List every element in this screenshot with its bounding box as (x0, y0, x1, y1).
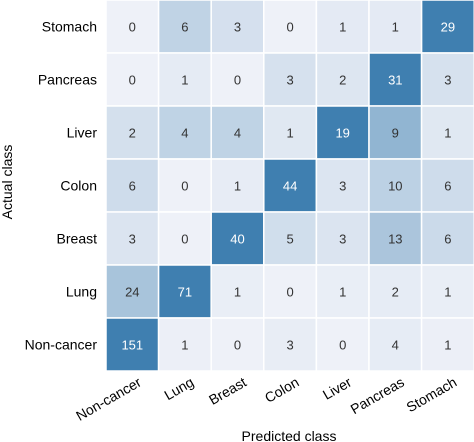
cell-value-label: 19 (335, 126, 349, 141)
x-tick-label: Pancreas (348, 374, 407, 417)
heatmap-cell (105, 211, 160, 266)
heatmap-cell (368, 317, 423, 372)
cell-value-label: 0 (339, 338, 346, 353)
heatmap-cell (210, 0, 265, 54)
cell-value-label: 1 (339, 285, 346, 300)
heatmap-cell (315, 317, 370, 372)
heatmap-cell (315, 0, 370, 54)
heatmap-cell (315, 52, 370, 107)
heatmap-cell (263, 211, 318, 266)
heatmap-cell (157, 0, 212, 54)
cell-value-label: 2 (129, 126, 136, 141)
heatmap-cell (263, 0, 318, 54)
cell-value-label: 40 (230, 232, 244, 247)
cell-value-label: 1 (234, 285, 241, 300)
cell-value-label: 4 (234, 126, 241, 141)
y-tick-label: Stomach (42, 19, 97, 35)
cell-value-label: 71 (178, 285, 192, 300)
heatmap-cell (105, 317, 160, 372)
cell-value-label: 10 (388, 179, 402, 194)
cell-value-label: 6 (444, 232, 451, 247)
cell-value-label: 44 (283, 179, 297, 194)
cell-value-label: 0 (234, 73, 241, 88)
x-tick-label: Colon (262, 374, 302, 406)
cell-value-label: 3 (286, 338, 293, 353)
heatmap-cell (420, 211, 474, 266)
x-tick-label: Lung (161, 374, 196, 403)
x-axis-title: Predicted class (242, 428, 337, 442)
cell-value-label: 1 (444, 126, 451, 141)
heatmap-cell (157, 105, 212, 160)
heatmap-cell (368, 0, 423, 54)
x-tick-label: Liver (320, 374, 355, 403)
cell-value-label: 0 (286, 20, 293, 35)
y-tick-label: Colon (60, 178, 97, 194)
heatmap-cell (263, 158, 318, 213)
heatmap-cell (263, 264, 318, 319)
cell-value-label: 1 (444, 338, 451, 353)
y-tick-label: Breast (57, 231, 98, 247)
x-tick-label: Stomach (404, 374, 460, 415)
x-tick-labels: Non-cancer Lung Breast Colon LiverPancreasSt… (73, 374, 459, 424)
cell-value-label: 1 (339, 20, 346, 35)
cell-value-label: 31 (388, 73, 402, 88)
y-tick-label: Non-cancer (25, 337, 98, 353)
cell-value-label: 29 (441, 20, 455, 35)
cell-value-label: 1 (181, 73, 188, 88)
heatmap-cells: 0 6 3 0 1 1 290 1 0 3 2 31 32 4 4 1 19 9 16 0 1 44 3 10 63 0 40 5 3 1… (105, 0, 474, 372)
y-tick-labels: Stomach Pancreas Liver Colon Breast Lung Non-c… (25, 19, 98, 353)
cell-value-label: 0 (234, 338, 241, 353)
cell-value-label: 6 (181, 20, 188, 35)
heatmap-cell (210, 105, 265, 160)
cell-value-label: 1 (392, 20, 399, 35)
cell-value-label: 2 (392, 285, 399, 300)
y-tick-label: Lung (66, 284, 97, 300)
heatmap-cell (157, 211, 212, 266)
cell-value-label: 24 (125, 285, 139, 300)
cell-value-label: 0 (286, 285, 293, 300)
cell-value-label: 3 (444, 73, 451, 88)
heatmap-cell (263, 105, 318, 160)
cell-value-label: 1 (234, 179, 241, 194)
cell-value-label: 3 (339, 232, 346, 247)
cell-value-label: 5 (286, 232, 293, 247)
heatmap-cell (210, 52, 265, 107)
cell-value-label: 1 (286, 126, 293, 141)
cell-value-label: 0 (129, 20, 136, 35)
heatmap-cell (368, 158, 423, 213)
cell-value-label: 3 (286, 73, 293, 88)
cell-value-label: 4 (181, 126, 188, 141)
cell-value-label: 1 (181, 338, 188, 353)
cell-value-label: 13 (388, 232, 402, 247)
cell-value-label: 3 (129, 232, 136, 247)
y-tick-label: Liver (67, 125, 98, 141)
cell-value-label: 0 (181, 232, 188, 247)
cell-value-label: 2 (339, 73, 346, 88)
heatmap-cell (105, 0, 160, 54)
x-tick-label: Breast (206, 374, 249, 408)
heatmap-cell (420, 317, 474, 372)
heatmap-cell (105, 264, 160, 319)
cell-value-label: 3 (339, 179, 346, 194)
cell-value-label: 0 (129, 73, 136, 88)
cell-value-label: 1 (444, 285, 451, 300)
cell-value-label: 6 (129, 179, 136, 194)
heatmap-cell (420, 0, 474, 54)
cell-value-label: 6 (444, 179, 451, 194)
cell-value-label: 9 (392, 126, 399, 141)
cell-value-label: 0 (181, 179, 188, 194)
cell-value-label: 4 (392, 338, 399, 353)
y-axis-title: Actual class (0, 145, 15, 220)
heatmap-cell (157, 52, 212, 107)
heatmap-cell (157, 264, 212, 319)
heatmap-cell (105, 52, 160, 107)
heatmap-cell (420, 158, 474, 213)
heatmap-cell (210, 211, 265, 266)
cell-value-label: 3 (234, 20, 241, 35)
y-tick-label: Pancreas (38, 72, 97, 88)
x-tick-label: Non-cancer (73, 374, 144, 424)
cell-value-label: 151 (121, 338, 143, 353)
heatmap-cell (263, 317, 318, 372)
